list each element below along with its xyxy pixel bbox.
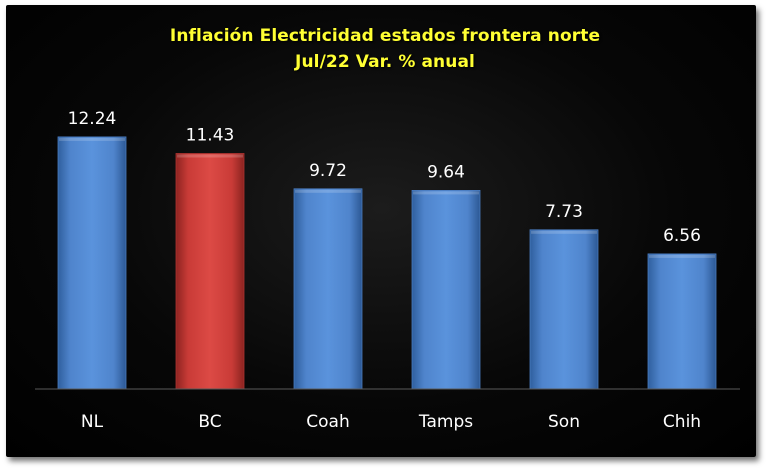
bar-nl <box>57 136 127 390</box>
bar-highlight-son <box>531 230 597 234</box>
bar-chih <box>647 253 717 390</box>
category-label-bc: BC <box>198 412 221 432</box>
value-label-son: 7.73 <box>545 202 583 222</box>
bar-son <box>529 229 599 390</box>
bar-bc <box>175 153 245 390</box>
value-label-bc: 11.43 <box>186 126 235 146</box>
bars-group <box>57 136 717 390</box>
category-label-coah: Coah <box>306 412 349 432</box>
category-label-tamps: Tamps <box>418 412 473 432</box>
category-label-chih: Chih <box>663 412 701 432</box>
bar-tamps <box>411 189 481 390</box>
value-label-coah: 9.72 <box>309 161 347 181</box>
bar-highlight-bc <box>177 154 243 158</box>
chart-frame <box>6 5 756 457</box>
chart-title: Inflación Electricidad estados frontera … <box>169 26 601 46</box>
labels-group: 12.24 NL 11.43 BC 9.72 Coah 9.64 Tamps 7.73 Son 6.… <box>68 109 701 432</box>
bar-highlight-tamps <box>413 191 479 195</box>
bar-highlight-nl <box>59 137 125 141</box>
value-label-nl: 12.24 <box>68 109 117 129</box>
chart-subtitle: Jul/22 Var. % anual <box>295 52 475 72</box>
category-label-nl: NL <box>81 412 104 432</box>
bar-coah <box>293 188 363 390</box>
bar-highlight-coah <box>295 189 361 193</box>
category-label-son: Son <box>548 412 580 432</box>
value-label-chih: 6.56 <box>663 226 701 246</box>
bar-highlight-chih <box>649 254 715 258</box>
value-label-tamps: 9.64 <box>427 162 465 182</box>
